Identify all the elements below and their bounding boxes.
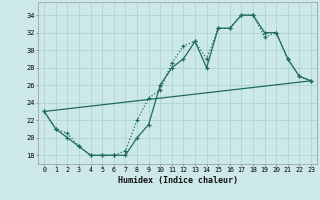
X-axis label: Humidex (Indice chaleur): Humidex (Indice chaleur) [118,176,238,185]
